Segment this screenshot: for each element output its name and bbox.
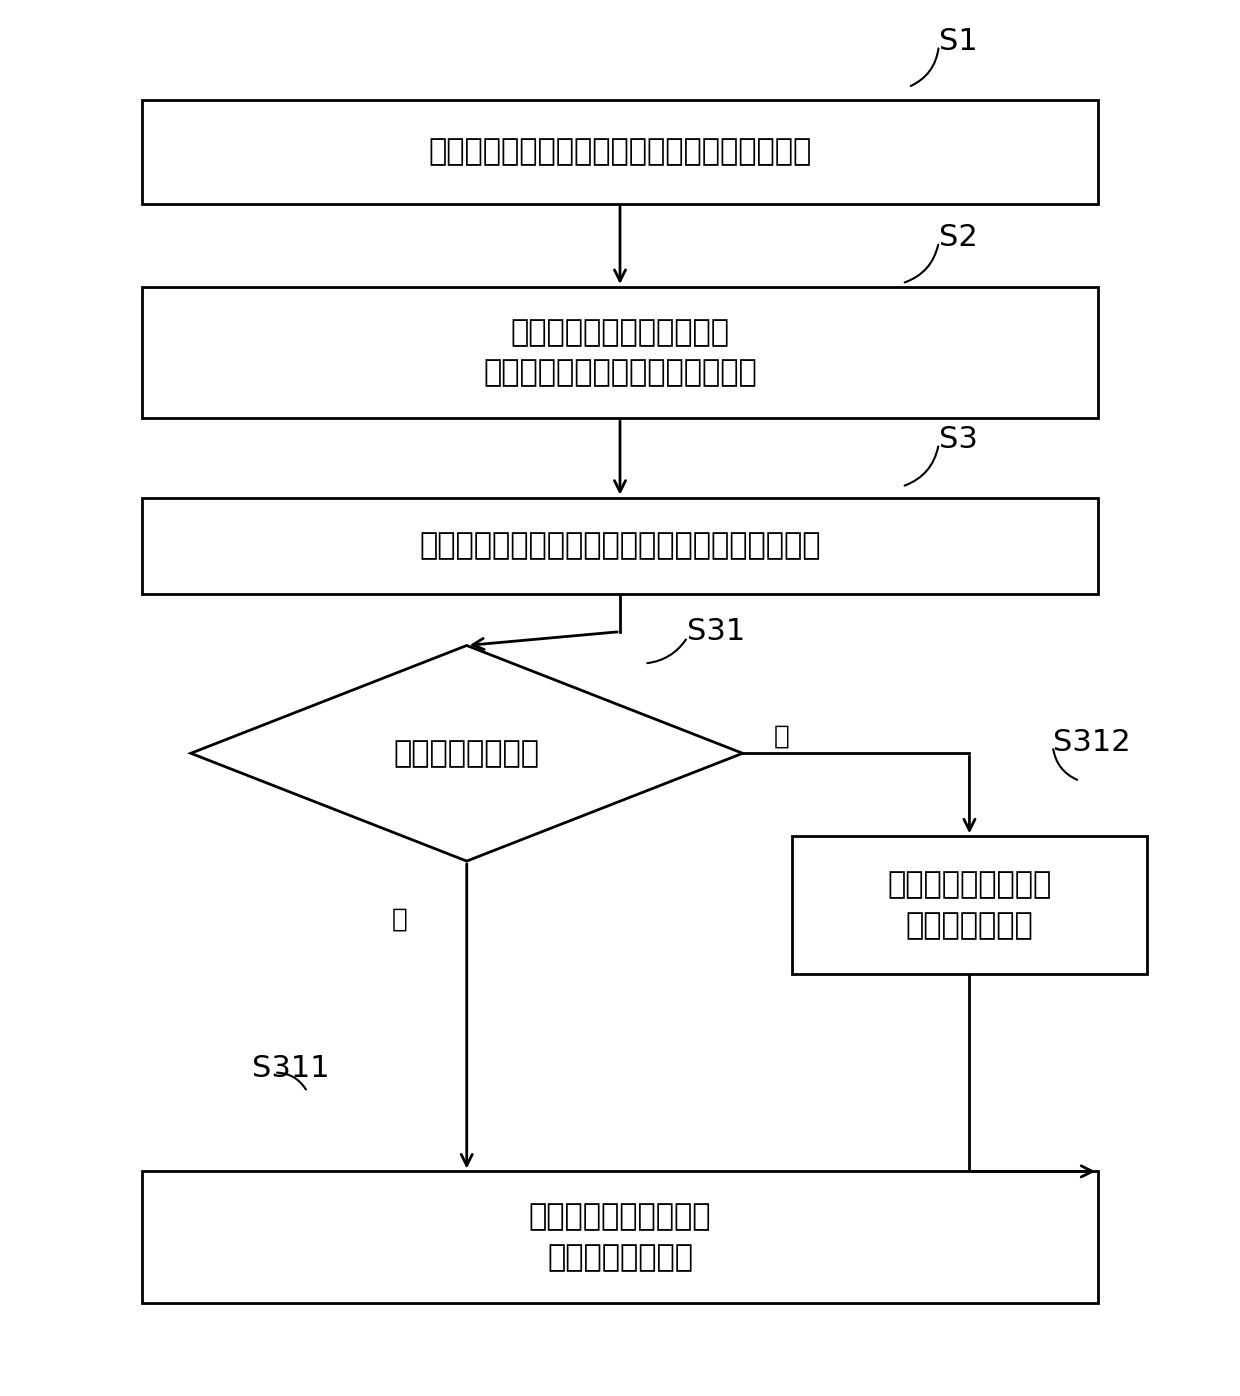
FancyBboxPatch shape [141, 286, 1099, 419]
Text: 将崩溃标记对应的崩溃
信息上报至服务器: 将崩溃标记对应的崩溃 信息上报至服务器 [528, 1202, 712, 1272]
FancyBboxPatch shape [791, 836, 1147, 974]
Text: S1: S1 [939, 27, 977, 56]
FancyArrowPatch shape [647, 639, 686, 663]
Polygon shape [191, 645, 743, 861]
Text: S2: S2 [939, 223, 977, 253]
FancyArrowPatch shape [1053, 750, 1078, 780]
Text: 判断匹配是否成功: 判断匹配是否成功 [394, 738, 539, 768]
Text: 当客户端发生崩溃时崩溃应用程序收集崩溃信息: 当客户端发生崩溃时崩溃应用程序收集崩溃信息 [428, 138, 812, 166]
Text: S31: S31 [687, 617, 745, 646]
Text: S311: S311 [252, 1054, 330, 1083]
FancyBboxPatch shape [141, 101, 1099, 204]
FancyArrowPatch shape [905, 244, 939, 282]
Text: 将崩溃标记与服务器中已存储的匹配标记进行匹配: 将崩溃标记与服务器中已存储的匹配标记进行匹配 [419, 532, 821, 560]
FancyBboxPatch shape [141, 497, 1099, 595]
FancyArrowPatch shape [905, 447, 939, 486]
FancyBboxPatch shape [141, 1171, 1099, 1302]
Text: 中止上报崩溃标记所
对应的崩溃信息: 中止上报崩溃标记所 对应的崩溃信息 [888, 871, 1052, 940]
FancyArrowPatch shape [910, 49, 939, 87]
Text: 是: 是 [774, 723, 789, 750]
Text: S3: S3 [939, 424, 977, 454]
Text: S312: S312 [1053, 727, 1131, 757]
Text: 对崩溃信息进行分析并提取
能够唯一标识崩溃信息的崩溃标记: 对崩溃信息进行分析并提取 能够唯一标识崩溃信息的崩溃标记 [484, 318, 756, 387]
Text: 否: 否 [392, 906, 407, 933]
FancyArrowPatch shape [277, 1072, 306, 1089]
